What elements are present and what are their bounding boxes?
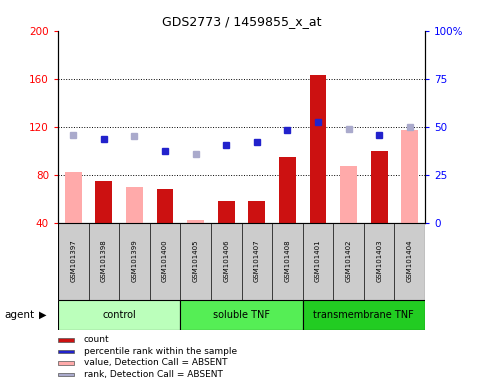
Bar bbox=[218, 201, 235, 223]
Text: GSM101398: GSM101398 bbox=[101, 240, 107, 283]
Text: GSM101397: GSM101397 bbox=[70, 240, 76, 283]
Text: GSM101402: GSM101402 bbox=[345, 240, 352, 282]
Text: GSM101405: GSM101405 bbox=[193, 240, 199, 282]
Text: GSM101406: GSM101406 bbox=[223, 240, 229, 283]
Bar bbox=[65, 172, 82, 223]
Text: GSM101404: GSM101404 bbox=[407, 240, 413, 282]
Bar bbox=[156, 189, 173, 223]
Bar bbox=[58, 361, 74, 365]
Text: agent: agent bbox=[5, 310, 35, 320]
Text: count: count bbox=[84, 335, 109, 344]
Bar bbox=[401, 130, 418, 223]
Text: transmembrane TNF: transmembrane TNF bbox=[313, 310, 414, 320]
Title: GDS2773 / 1459855_x_at: GDS2773 / 1459855_x_at bbox=[162, 15, 321, 28]
Text: control: control bbox=[102, 310, 136, 320]
Text: GSM101407: GSM101407 bbox=[254, 240, 260, 283]
Text: GSM101399: GSM101399 bbox=[131, 240, 138, 283]
Bar bbox=[279, 157, 296, 223]
Text: GSM101408: GSM101408 bbox=[284, 240, 290, 283]
Text: soluble TNF: soluble TNF bbox=[213, 310, 270, 320]
Bar bbox=[180, 300, 303, 330]
Text: GSM101401: GSM101401 bbox=[315, 240, 321, 283]
Bar bbox=[96, 181, 112, 223]
Bar bbox=[340, 166, 357, 223]
Bar bbox=[371, 151, 387, 223]
Text: value, Detection Call = ABSENT: value, Detection Call = ABSENT bbox=[84, 358, 227, 367]
Bar bbox=[303, 300, 425, 330]
Bar bbox=[58, 300, 180, 330]
Bar bbox=[126, 187, 143, 223]
Bar bbox=[248, 201, 265, 223]
Bar bbox=[58, 338, 74, 342]
Bar bbox=[58, 349, 74, 353]
Bar bbox=[187, 220, 204, 223]
Text: ▶: ▶ bbox=[39, 310, 46, 320]
Text: percentile rank within the sample: percentile rank within the sample bbox=[84, 347, 237, 356]
Text: rank, Detection Call = ABSENT: rank, Detection Call = ABSENT bbox=[84, 370, 223, 379]
Text: GSM101400: GSM101400 bbox=[162, 240, 168, 283]
Bar bbox=[310, 75, 327, 223]
Text: GSM101403: GSM101403 bbox=[376, 240, 382, 283]
Bar bbox=[58, 372, 74, 376]
